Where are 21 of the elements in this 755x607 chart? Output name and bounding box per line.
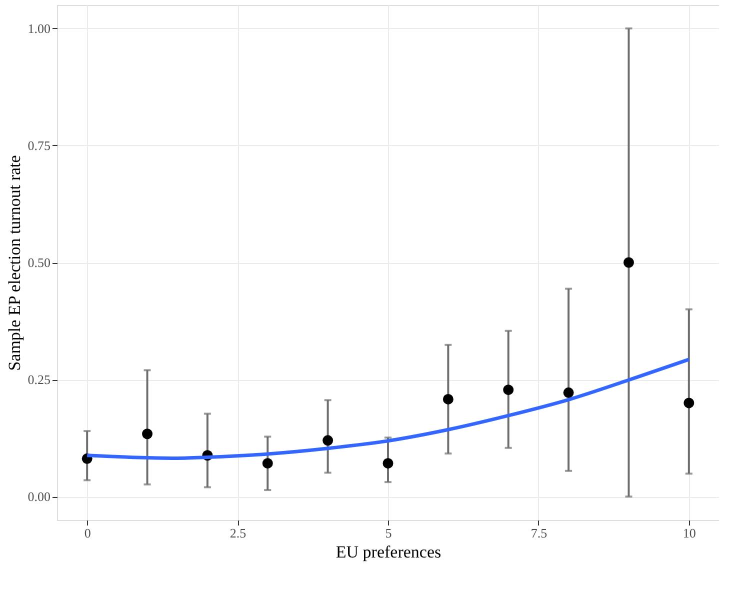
point	[382, 458, 394, 469]
y-tick-label: 0.25	[28, 372, 50, 388]
x-tick-label: 0	[84, 526, 91, 540]
y-tick-label: 1.00	[28, 20, 50, 36]
point	[623, 257, 634, 268]
y-tick-label: 0.50	[28, 255, 50, 270]
point	[503, 384, 514, 396]
y-tick-label: 0.75	[28, 138, 50, 153]
point	[684, 398, 694, 408]
point	[262, 458, 273, 469]
y-tick-label: 0.00	[28, 489, 50, 504]
x-axis-title: EU preferences	[336, 542, 442, 562]
point	[322, 435, 334, 446]
x-tick-label: 2.5	[230, 526, 246, 540]
x-tick-label: 10	[682, 526, 696, 540]
point	[442, 394, 454, 404]
point	[563, 387, 574, 398]
x-tick-label: 5	[385, 526, 392, 540]
y-axis-title: Sample EP election turnout rate	[4, 155, 24, 371]
x-tick-label: 7.5	[530, 526, 548, 540]
point	[142, 428, 153, 440]
